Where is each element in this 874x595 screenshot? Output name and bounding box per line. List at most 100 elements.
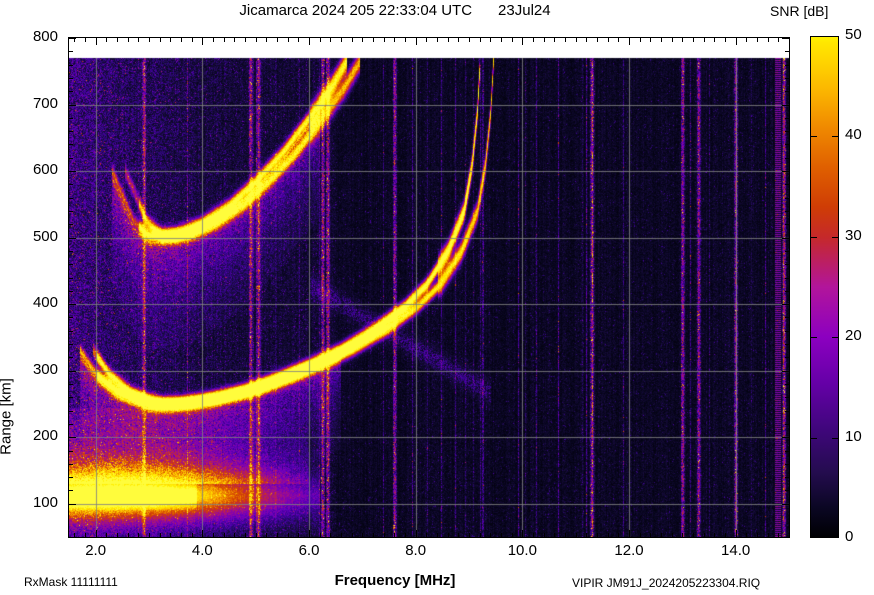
x-axis-tick-minor-top: [426, 38, 428, 42]
x-axis-tick-minor: [671, 533, 673, 537]
x-axis-tick-minor-top: [543, 38, 545, 42]
x-axis-tick-minor: [383, 533, 385, 537]
x-axis-tick-minor: [341, 533, 342, 537]
x-axis-tick-minor: [330, 533, 332, 537]
y-axis-tick-label: 700: [32, 94, 58, 112]
y-axis-tick-major: [69, 171, 76, 173]
colorbar-tick-right: [832, 437, 838, 439]
y-axis-tick-minor: [69, 463, 73, 465]
x-axis-tick-minor-top: [181, 38, 182, 42]
y-axis-tick-minor-right: [785, 477, 789, 479]
y-axis-tick-minor-right: [785, 224, 789, 226]
y-axis-tick-minor: [69, 357, 73, 359]
ionogram-plot-area[interactable]: [68, 37, 790, 538]
y-axis-label-holder: Range [km]: [0, 180, 24, 455]
x-axis-tick-minor-top: [405, 38, 406, 42]
title-main: Jicamarca 2024 205 22:33:04 UTC: [239, 2, 473, 19]
x-axis-tick-minor-top: [117, 38, 118, 42]
y-axis-tick-minor-right: [785, 131, 789, 133]
x-axis-tick-minor-top: [74, 38, 76, 42]
x-axis-tick-minor-top: [778, 38, 780, 42]
title-date: 23Jul24: [498, 2, 551, 19]
x-axis-tick-minor: [533, 533, 534, 537]
y-axis-tick-minor: [69, 330, 73, 332]
x-axis-tick-minor: [351, 533, 353, 537]
y-axis-tick-minor-right: [785, 290, 789, 292]
x-axis-tick-minor-top: [714, 38, 716, 42]
x-axis-tick-minor: [458, 533, 460, 537]
colorbar[interactable]: [810, 36, 839, 538]
x-axis-tick-minor-top: [693, 38, 694, 42]
x-axis-tick-major: [415, 530, 417, 537]
x-axis-tick-minor: [725, 533, 726, 537]
x-axis-tick-minor-top: [106, 38, 108, 42]
x-axis-tick-minor-top: [746, 38, 748, 42]
x-axis-tick-minor: [778, 533, 780, 537]
x-axis-tick-minor: [565, 533, 566, 537]
y-axis-tick-minor-right: [785, 330, 789, 332]
y-axis-tick-major: [69, 304, 76, 306]
y-axis-tick-label: 400: [32, 294, 58, 312]
x-axis-tick-minor: [255, 533, 257, 537]
y-axis-tick-minor: [69, 450, 73, 452]
x-axis-tick-minor: [191, 533, 193, 537]
y-axis-tick-major-right: [782, 503, 789, 505]
x-axis-tick-minor-top: [373, 38, 374, 42]
colorbar-tick-label: 30: [845, 226, 862, 244]
x-axis-tick-major: [309, 530, 310, 537]
y-axis-tick-label: 200: [32, 427, 58, 445]
y-axis-tick-minor: [69, 117, 73, 119]
x-axis-tick-minor-top: [725, 38, 726, 42]
colorbar-tick-right: [832, 236, 838, 238]
x-axis-tick-minor-top: [127, 38, 129, 42]
y-axis-tick-major-right: [782, 437, 789, 439]
x-axis-tick-minor-top: [757, 38, 758, 42]
x-axis-tick-minor-top: [767, 38, 769, 42]
colorbar-tick-label: 20: [845, 327, 862, 345]
y-axis-tick-major-right: [782, 370, 789, 372]
x-axis-tick-minor-top: [159, 38, 161, 42]
x-axis-tick-minor: [767, 533, 769, 537]
x-axis-tick-minor-top: [575, 38, 577, 42]
x-axis-tick-minor-top: [501, 38, 502, 42]
x-axis-tick-minor-top: [234, 38, 236, 42]
y-axis-tick-major: [69, 370, 76, 372]
x-axis-tick-minor-top: [287, 38, 289, 42]
y-axis-tick-minor-right: [785, 317, 789, 319]
y-axis-tick-minor-right: [785, 423, 789, 425]
x-axis-tick-minor-top: [341, 38, 342, 42]
colorbar-tick: [811, 437, 817, 439]
x-axis-tick-major-top: [95, 38, 97, 45]
y-axis-tick-minor: [69, 157, 73, 159]
x-axis-tick-minor-top: [245, 38, 246, 42]
x-axis-tick-minor-top: [447, 38, 449, 42]
x-axis-tick-minor-top: [671, 38, 673, 42]
colorbar-tick: [811, 236, 817, 238]
x-axis-tick-minor-top: [479, 38, 481, 42]
y-axis-tick-major-right: [782, 237, 789, 239]
x-axis-tick-minor: [490, 533, 492, 537]
x-axis-tick-minor-top: [554, 38, 556, 42]
y-axis-tick-minor-right: [785, 197, 789, 199]
x-axis-tick-minor: [287, 533, 289, 537]
colorbar-tick-label: 10: [845, 427, 862, 445]
page-title: Jicamarca 2024 205 22:33:04 UTC 23Jul24: [0, 2, 790, 19]
x-axis-tick-minor: [511, 533, 513, 537]
x-axis-tick-label: 2.0: [85, 542, 107, 559]
x-axis-tick-minor-top: [277, 38, 278, 42]
x-axis-tick-major: [95, 530, 97, 537]
y-axis-tick-minor-right: [785, 184, 789, 186]
y-axis-tick-minor: [69, 264, 73, 266]
x-axis-tick-major: [522, 530, 524, 537]
x-axis-tick-minor-top: [191, 38, 193, 42]
x-axis-tick-minor: [234, 533, 236, 537]
x-axis-tick-minor: [170, 533, 172, 537]
x-axis-tick-major-top: [522, 38, 524, 45]
x-axis-tick-major: [629, 530, 630, 537]
x-axis-tick-minor: [266, 533, 268, 537]
x-axis-tick-minor: [149, 533, 150, 537]
x-axis-tick-label: 8.0: [405, 542, 427, 559]
y-axis-tick-minor-right: [785, 144, 789, 146]
x-axis-tick-minor: [703, 533, 705, 537]
